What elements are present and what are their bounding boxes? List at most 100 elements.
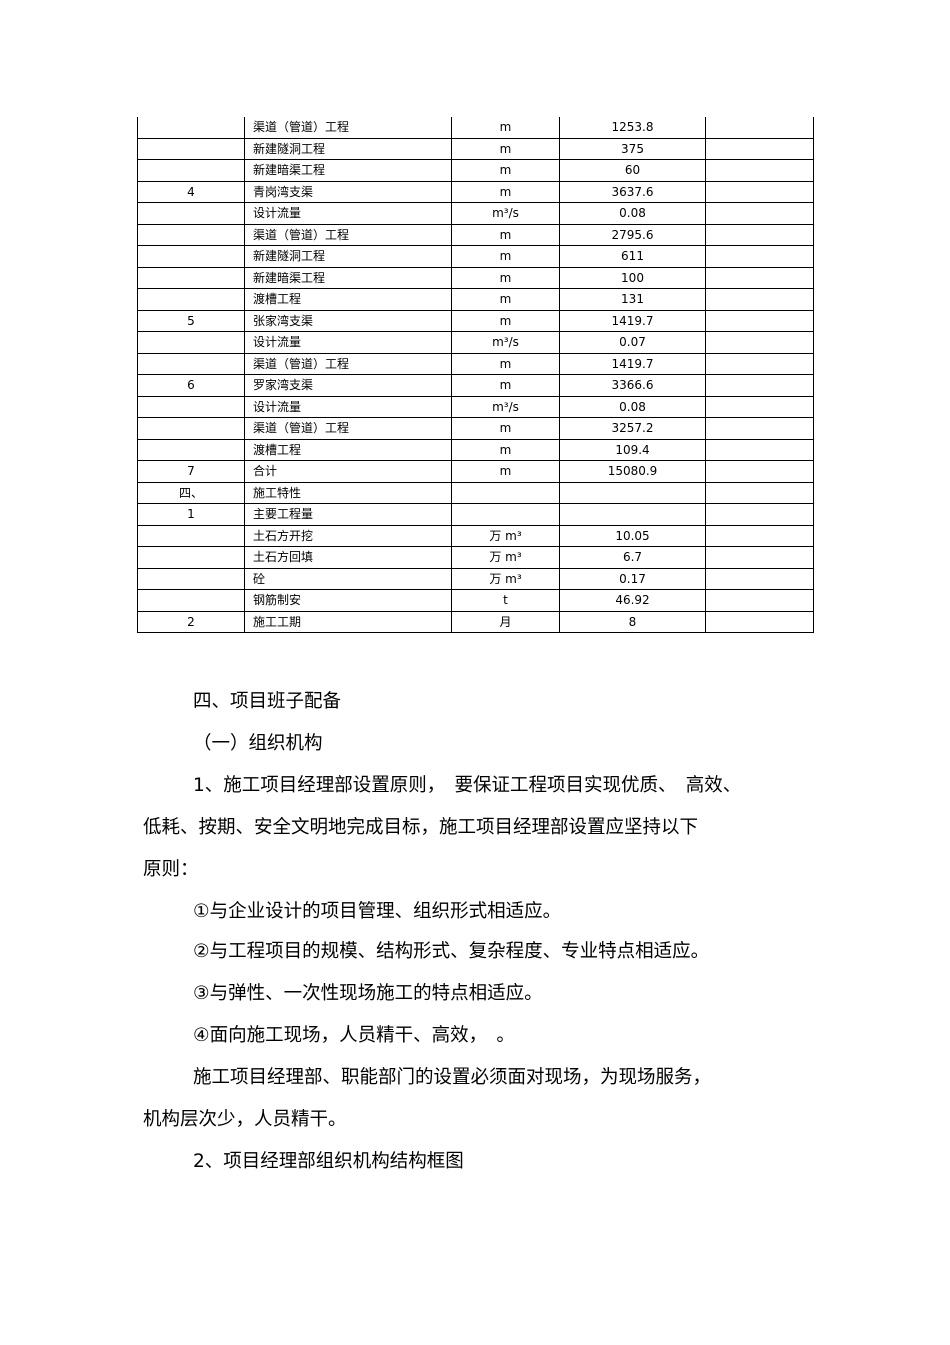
table-row: 4 青岗湾支渠 m 3637.6: [137, 180, 814, 203]
unit-cell: m: [451, 266, 560, 289]
unit-cell: 万 m³: [451, 524, 560, 547]
row-number-cell: 6: [137, 374, 245, 397]
unit-cell: [451, 503, 560, 526]
row-number-cell: [137, 589, 245, 612]
table-row: 渡槽工程 m 131: [137, 288, 814, 311]
subsection-heading: （一）组织机构: [193, 733, 323, 754]
item-name-cell: 新建暗渠工程: [244, 266, 452, 289]
paragraph-line: 2、项目经理部组织机构结构框图: [193, 1151, 464, 1172]
item-name-cell: 设计流量: [244, 395, 452, 418]
item-name-cell: 砼: [244, 567, 452, 590]
table-row: 6 罗家湾支渠 m 3366.6: [137, 374, 814, 397]
row-number-cell: [137, 159, 245, 182]
unit-cell: m: [451, 417, 560, 440]
item-name-cell: 主要工程量: [244, 503, 452, 526]
list-item: ③与弹性、一次性现场施工的特点相适应。: [193, 983, 543, 1004]
item-name-cell: 渠道（管道）工程: [244, 117, 452, 139]
table-row: 1 主要工程量: [137, 503, 814, 526]
unit-cell: m: [451, 117, 560, 139]
unit-cell: m³/s: [451, 395, 560, 418]
item-name-cell: 罗家湾支渠: [244, 374, 452, 397]
quantity-cell: 375: [559, 137, 706, 160]
table-row: 渡槽工程 m 109.4: [137, 438, 814, 461]
unit-cell: m: [451, 438, 560, 461]
unit-cell: m³/s: [451, 202, 560, 225]
remark-cell: [705, 202, 814, 225]
unit-cell: t: [451, 589, 560, 612]
remark-cell: [705, 245, 814, 268]
item-name-cell: 新建隧洞工程: [244, 137, 452, 160]
remark-cell: [705, 309, 814, 332]
remark-cell: [705, 180, 814, 203]
row-number-cell: [137, 546, 245, 569]
row-number-cell: 四、: [137, 481, 245, 504]
unit-cell: m: [451, 374, 560, 397]
row-number-cell: [137, 395, 245, 418]
table-row: 新建暗渠工程 m 60: [137, 159, 814, 182]
unit-cell: m: [451, 159, 560, 182]
unit-cell: m: [451, 309, 560, 332]
remark-cell: [705, 503, 814, 526]
row-number-cell: 5: [137, 309, 245, 332]
quantity-cell: 0.08: [559, 202, 706, 225]
quantity-cell: 0.08: [559, 395, 706, 418]
row-number-cell: [137, 202, 245, 225]
remark-cell: [705, 137, 814, 160]
unit-cell: [451, 481, 560, 504]
unit-cell: m³/s: [451, 331, 560, 354]
list-item: ②与工程项目的规模、结构形式、复杂程度、专业特点相适应。: [193, 941, 710, 962]
row-number-cell: [137, 266, 245, 289]
row-number-cell: 2: [137, 610, 245, 633]
quantity-cell: [559, 481, 706, 504]
unit-cell: 万 m³: [451, 546, 560, 569]
table-row: 砼万 m³ 0.17: [137, 567, 814, 590]
item-name-cell: 土石方开挖: [244, 524, 452, 547]
item-name-cell: 渠道（管道）工程: [244, 352, 452, 375]
quantity-cell: 1253.8: [559, 117, 706, 139]
table-row: 钢筋制安 t 46.92: [137, 589, 814, 612]
quantity-cell: 0.07: [559, 331, 706, 354]
quantity-cell: 60: [559, 159, 706, 182]
row-number-cell: [137, 245, 245, 268]
item-name-cell: 施工工期: [244, 610, 452, 633]
table-row: 四、 施工特性: [137, 481, 814, 504]
remark-cell: [705, 546, 814, 569]
remark-cell: [705, 610, 814, 633]
row-number-cell: [137, 417, 245, 440]
quantity-cell: 8: [559, 610, 706, 633]
quantity-cell: 611: [559, 245, 706, 268]
remark-cell: [705, 481, 814, 504]
row-number-cell: [137, 438, 245, 461]
table-row: 渠道（管道）工程 m 1253.8: [137, 117, 814, 139]
quantity-cell: 15080.9: [559, 460, 706, 483]
paragraph-line: 施工项目经理部、职能部门的设置必须面对现场，为现场服务，: [193, 1067, 712, 1088]
table-row: 5 张家湾支渠 m 1419.7: [137, 309, 814, 332]
item-name-cell: 钢筋制安: [244, 589, 452, 612]
item-name-cell: 张家湾支渠: [244, 309, 452, 332]
quantity-cell: 100: [559, 266, 706, 289]
item-name-cell: 合计: [244, 460, 452, 483]
quantity-cell: 3366.6: [559, 374, 706, 397]
engineering-quantity-table: 渠道（管道）工程 m 1253.8 新建隧洞工程 m 375 新建暗渠工程 m 60 4 青岗湾支渠…: [137, 117, 814, 633]
remark-cell: [705, 352, 814, 375]
quantity-cell: 3257.2: [559, 417, 706, 440]
item-name-cell: 新建暗渠工程: [244, 159, 452, 182]
row-number-cell: [137, 352, 245, 375]
row-number-cell: [137, 567, 245, 590]
unit-cell: m: [451, 352, 560, 375]
quantity-cell: 6.7: [559, 546, 706, 569]
paragraph-line: 1、施工项目经理部设置原则， 要保证工程项目实现优质、 高效、: [193, 775, 742, 796]
remark-cell: [705, 159, 814, 182]
remark-cell: [705, 374, 814, 397]
quantity-cell: 2795.6: [559, 223, 706, 246]
item-name-cell: 新建隧洞工程: [244, 245, 452, 268]
remark-cell: [705, 417, 814, 440]
item-name-cell: 设计流量: [244, 331, 452, 354]
item-name-cell: 土石方回填: [244, 546, 452, 569]
unit-cell: m: [451, 460, 560, 483]
table-row: 新建隧洞工程 m 375: [137, 137, 814, 160]
item-name-cell: 青岗湾支渠: [244, 180, 452, 203]
quantity-cell: 46.92: [559, 589, 706, 612]
unit-cell: m: [451, 180, 560, 203]
